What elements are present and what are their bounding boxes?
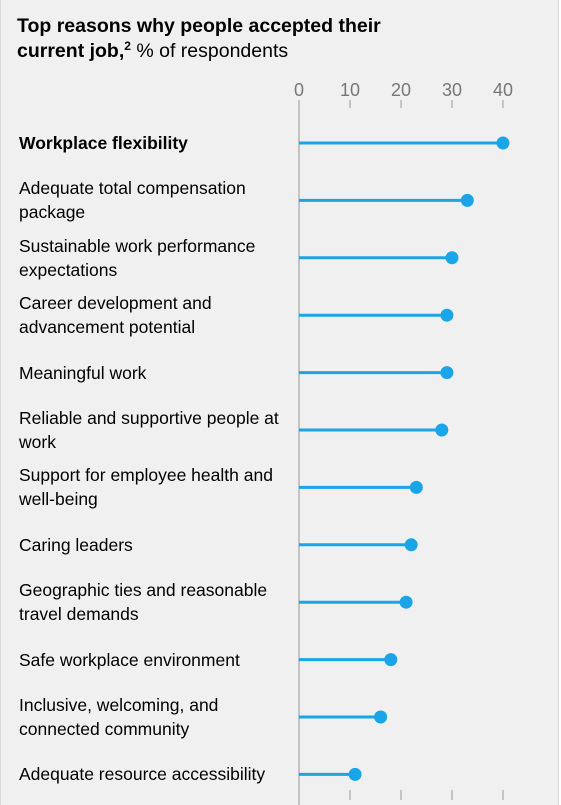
lollipop-dot <box>348 767 362 781</box>
x-tick-label: 20 <box>391 80 411 100</box>
lollipop-dot <box>435 423 449 437</box>
lollipop-dot <box>374 710 388 724</box>
x-tick-label: 30 <box>442 80 462 100</box>
lollipop-dot <box>460 193 474 207</box>
lollipop-dot <box>496 136 510 150</box>
chart-title: Top reasons why people accepted their cu… <box>17 14 437 64</box>
category-label: Sustainable work performance expectation… <box>19 235 256 280</box>
category-label: Career development and advancement poten… <box>19 293 212 338</box>
footnote-marker: 2 <box>124 39 131 53</box>
category-label: Geographic ties and reasonable travel de… <box>19 580 268 625</box>
lollipop-dot <box>440 308 454 322</box>
category-label: Inclusive, welcoming, and connected comm… <box>19 695 219 739</box>
category-label: Meaningful work <box>19 362 147 383</box>
category-label: Workplace flexibility <box>19 133 188 153</box>
lollipop-dot <box>404 538 418 552</box>
category-label: Reliable and supportive people at work <box>19 408 279 452</box>
category-label: Safe workplace environment <box>19 649 240 670</box>
chart-title-bold: Top reasons why people accepted their cu… <box>17 15 381 62</box>
lollipop-dot <box>409 480 423 494</box>
lollipop-dot <box>399 595 413 609</box>
category-label: Adequate resource accessibility <box>19 764 266 785</box>
lollipop-dot <box>440 366 454 380</box>
category-label: Caring leaders <box>19 534 133 555</box>
x-tick-label: 40 <box>493 80 513 100</box>
lollipop-dot <box>384 653 398 667</box>
category-label: Support for employee health and well-bei… <box>19 465 273 510</box>
lollipop-dot <box>445 251 459 265</box>
chart-title-unit: % of respondents <box>130 40 289 62</box>
x-tick-label: 10 <box>340 80 360 100</box>
category-label: Adequate total compensation package <box>19 178 246 223</box>
x-tick-label: 0 <box>294 80 304 100</box>
